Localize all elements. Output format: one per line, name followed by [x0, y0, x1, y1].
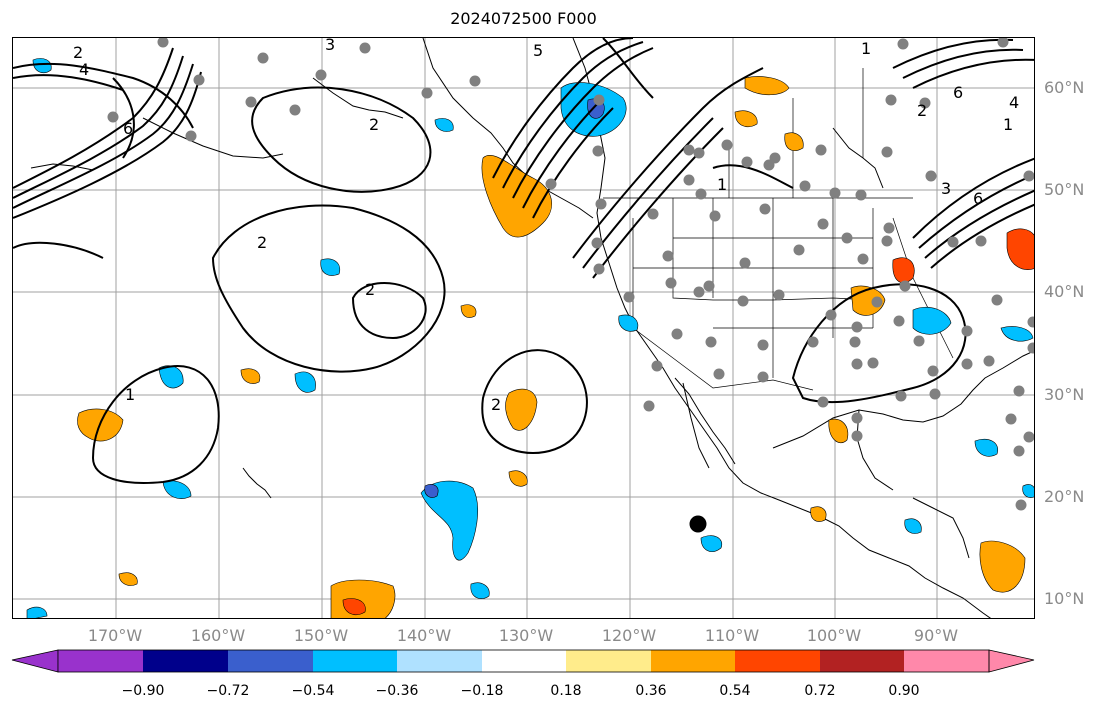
colorbar-segment	[820, 650, 904, 672]
contour-label: 4	[1009, 93, 1019, 112]
colorbar-tick-label: −0.18	[460, 683, 504, 699]
colorbar-segment	[228, 650, 313, 672]
lat-label-50n: 50°N	[1044, 180, 1085, 199]
colorbar-segment	[313, 650, 397, 672]
contour-label: 2	[73, 43, 83, 62]
contour-label: 1	[717, 175, 727, 194]
contour-label: 2	[365, 280, 375, 299]
borders	[603, 68, 954, 391]
colorbar-segment	[904, 650, 989, 672]
contour-label: 6	[973, 189, 983, 208]
lon-label-140w: 140°W	[396, 626, 452, 645]
contour-label: 3	[325, 38, 335, 54]
coastlines	[30, 38, 1034, 618]
colorbar-segment	[482, 650, 566, 672]
colorbar-tick-label: −0.72	[206, 683, 250, 699]
colorbar-segment	[735, 650, 820, 672]
colorbar-extend-low	[11, 649, 59, 673]
contour-label: 2	[257, 233, 267, 252]
colorbar-tick-label: −0.36	[375, 683, 419, 699]
lon-label-100w: 100°W	[806, 626, 862, 645]
lon-label-130w: 130°W	[498, 626, 554, 645]
colorbar-tick-label: 0.36	[635, 683, 667, 699]
lon-label-120w: 120°W	[601, 626, 657, 645]
contour-label: 2	[369, 115, 379, 134]
colorbar-tick-label: −0.90	[121, 683, 165, 699]
lat-label-10n: 10°N	[1044, 589, 1085, 608]
colorbar-segment	[651, 650, 735, 672]
contour-label: 6	[123, 119, 133, 138]
contour-label: 1	[861, 39, 871, 58]
lon-label-160w: 160°W	[190, 626, 246, 645]
colorbar	[11, 649, 1035, 673]
lon-label-110w: 110°W	[704, 626, 760, 645]
contour-label: 6	[953, 83, 963, 102]
contour-label: 1	[125, 385, 135, 404]
colorbar-segment	[143, 650, 228, 672]
contour-label: 5	[533, 41, 543, 60]
lat-label-30n: 30°N	[1044, 385, 1085, 404]
colorbar-extend-high	[988, 649, 1035, 673]
contour-labels: 2 4 3 5 1 6 2 2 2 2 1 1 3 6 4 1 6 2	[73, 38, 1019, 414]
contour-label: 4	[79, 60, 89, 79]
graticule	[13, 38, 1034, 618]
colorbar-segment	[397, 650, 482, 672]
colorbar-segment	[58, 650, 143, 672]
colorbar-tick-label: 0.72	[804, 683, 836, 699]
lat-label-40n: 40°N	[1044, 282, 1085, 301]
contour-label: 1	[1003, 115, 1013, 134]
colorbar-outline	[57, 649, 990, 673]
anomaly-patches	[26, 58, 1034, 618]
colorbar-tick-label: 0.18	[550, 683, 582, 699]
lon-label-170w: 170°W	[87, 626, 143, 645]
lat-label-20n: 20°N	[1044, 487, 1085, 506]
contours	[13, 38, 1034, 484]
lon-label-150w: 150°W	[293, 626, 349, 645]
contour-label: 2	[917, 101, 927, 120]
lat-label-60n: 60°N	[1044, 78, 1085, 97]
station-dots	[107, 38, 1034, 511]
map-canvas: 2 4 3 5 1 6 2 2 2 2 1 1 3 6 4 1 6 2	[13, 38, 1034, 618]
contour-label: 2	[491, 395, 501, 414]
colorbar-tick-label: −0.54	[291, 683, 335, 699]
map-title: 2024072500 F000	[450, 9, 597, 28]
colorbar-tick-label: 0.90	[888, 683, 920, 699]
map-frame: 2 4 3 5 1 6 2 2 2 2 1 1 3 6 4 1 6 2	[12, 37, 1035, 619]
colorbar-segment	[566, 650, 651, 672]
lon-label-90w: 90°W	[913, 626, 959, 645]
contour-label: 3	[941, 179, 951, 198]
location-marker	[689, 515, 707, 533]
colorbar-tick-label: 0.54	[719, 683, 751, 699]
